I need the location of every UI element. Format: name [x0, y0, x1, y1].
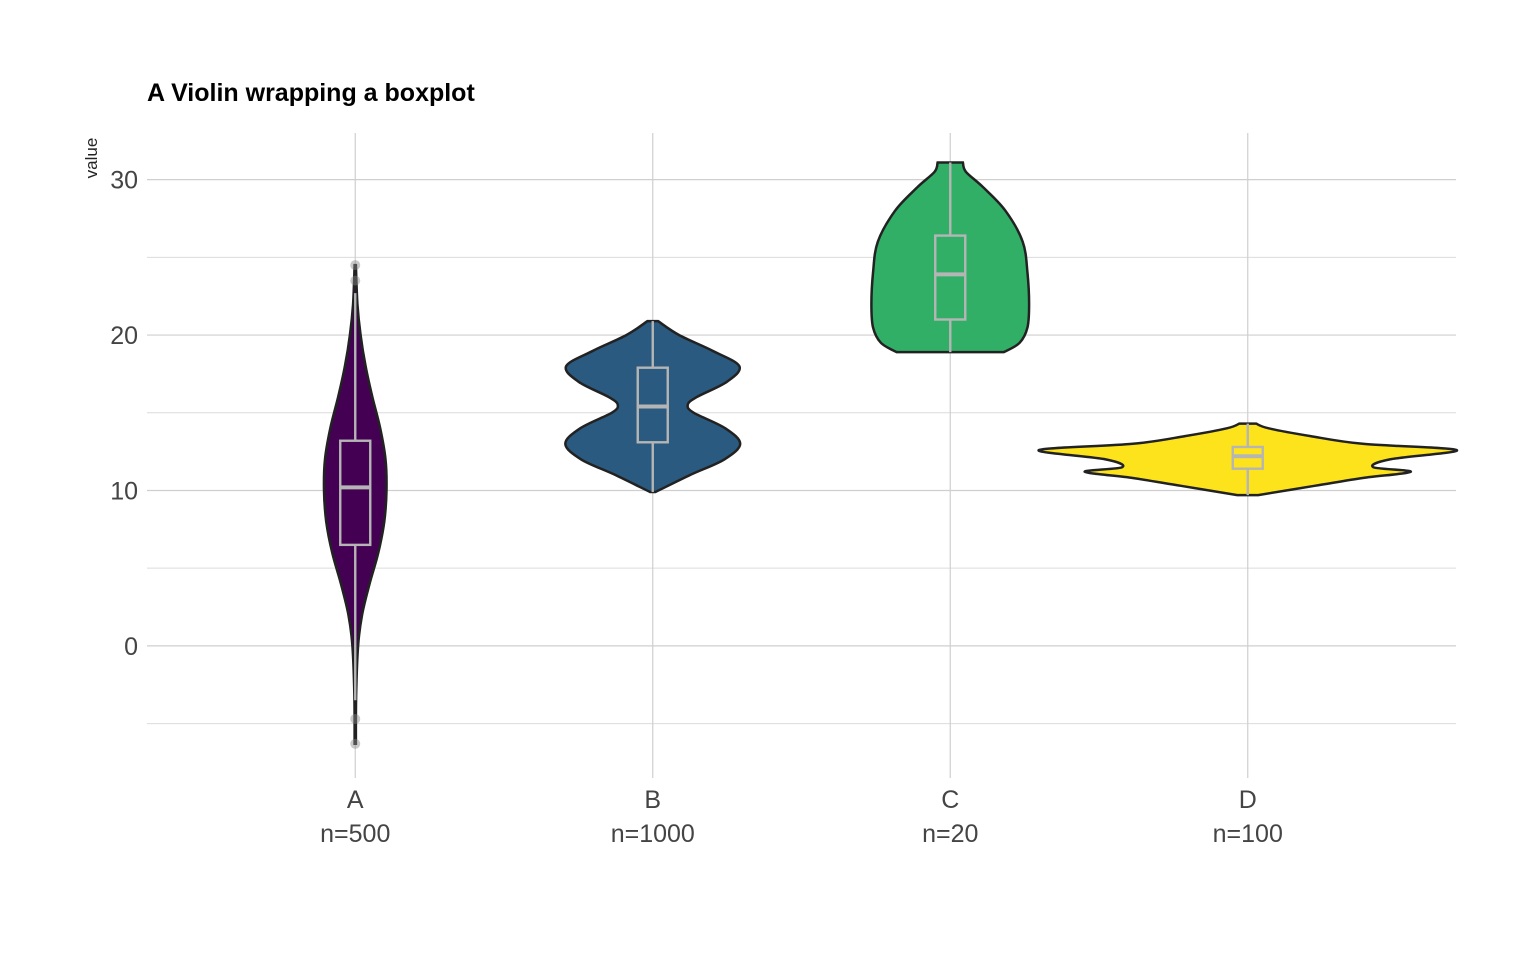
- x-axis-ticks: An=500 Bn=1000 Cn=20 Dn=100: [320, 786, 1283, 848]
- x-tick-label: A: [347, 786, 364, 814]
- x-count-label: n=1000: [611, 820, 695, 848]
- x-count-label: n=100: [1213, 820, 1283, 848]
- y-tick-label: 20: [110, 322, 138, 350]
- x-tick-label: D: [1239, 786, 1257, 814]
- violin-d: [1037, 422, 1459, 497]
- box-iqr: [934, 234, 967, 321]
- x-tick-label: C: [941, 786, 959, 814]
- y-tick-label: 30: [110, 167, 138, 195]
- outlier-point: [350, 738, 361, 749]
- violin-group-c: [870, 161, 1031, 354]
- box-iqr: [339, 439, 372, 547]
- violin-c: [870, 161, 1031, 354]
- y-axis-ticks: 0 10 20 30: [110, 167, 138, 661]
- violin-group-d: [1037, 422, 1459, 497]
- y-axis-label: value: [82, 138, 101, 179]
- violin-a: [322, 263, 388, 746]
- violin-group-a: [322, 260, 388, 749]
- outlier-point: [350, 713, 361, 724]
- x-count-label: n=500: [320, 820, 390, 848]
- outlier-point: [350, 275, 361, 286]
- chart-title: A Violin wrapping a boxplot: [147, 79, 475, 107]
- violins: [322, 161, 1459, 749]
- violin-group-b: [564, 319, 742, 494]
- y-tick-label: 0: [124, 633, 138, 661]
- x-tick-label: B: [644, 786, 661, 814]
- y-tick-label: 10: [110, 477, 138, 505]
- x-count-label: n=20: [922, 820, 978, 848]
- outlier-point: [350, 260, 361, 271]
